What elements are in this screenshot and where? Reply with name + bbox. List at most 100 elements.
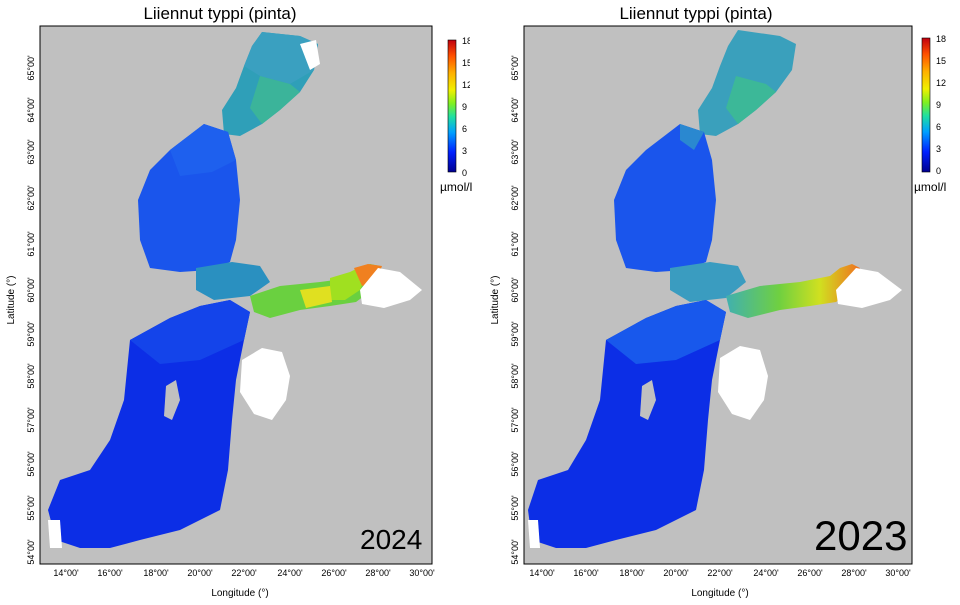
- lon-tick: 24°00': [277, 568, 303, 578]
- lon-tick: 26°00': [321, 568, 347, 578]
- colorbar-tick: 0: [936, 166, 941, 176]
- lon-tick: 20°00': [663, 568, 689, 578]
- no-data-north: [300, 40, 320, 70]
- lat-tick: 64°00': [26, 97, 36, 123]
- baltic-proper: [48, 300, 250, 548]
- aland-sea: [196, 262, 270, 300]
- colorbar: [921, 37, 931, 173]
- lon-tick: 26°00': [797, 568, 823, 578]
- year-label: 2023: [814, 512, 908, 559]
- colorbar-tick: 6: [462, 124, 467, 134]
- map-title: Liiennut typpi (pinta): [619, 4, 773, 23]
- bothnian-bay-east: [250, 76, 300, 124]
- gulf-of-finland-yellow: [300, 286, 332, 308]
- colorbar-tick: 0: [462, 168, 467, 178]
- lon-tick: 22°00': [231, 568, 257, 578]
- lon-tick: 24°00': [753, 568, 779, 578]
- no-data-area-east: [360, 268, 422, 308]
- lat-tick: 54°00': [26, 539, 36, 565]
- lat-tick: 62°00': [26, 185, 36, 211]
- no-data-south: [528, 520, 540, 548]
- bothnian-sea: [614, 124, 716, 272]
- map-panel-2024: Liiennut typpi (pinta): [0, 0, 473, 605]
- map-svg: 65°00' 64°00' 63°00' 62°00' 61°00' 60°00…: [490, 25, 946, 599]
- bothnian-sea-north: [170, 124, 236, 176]
- plot-frame: [39, 25, 433, 565]
- lat-tick: 58°00': [26, 363, 36, 389]
- y-axis-label: Latitude (°): [490, 275, 501, 324]
- lat-tick: 59°00': [510, 321, 520, 347]
- year-label: 2024: [360, 524, 423, 555]
- lat-tick: 63°00': [510, 139, 520, 165]
- lon-ticks: 14°00' 16°00' 18°00' 20°00' 22°00' 24°00…: [529, 568, 911, 578]
- lon-ticks: 14°00' 16°00' 18°00' 20°00' 22°00' 24°00…: [53, 568, 435, 578]
- x-axis-label: Longitude (°): [211, 588, 268, 599]
- lon-tick: 30°00': [885, 568, 911, 578]
- lat-tick: 63°00': [26, 139, 36, 165]
- baltic-proper: [528, 300, 726, 548]
- lat-tick: 61°00': [26, 231, 36, 257]
- lat-tick: 58°00': [510, 363, 520, 389]
- colorbar-unit: µmol/l: [440, 180, 473, 194]
- colorbar-tick: 18: [462, 36, 470, 46]
- lat-ticks: 65°00' 64°00' 63°00' 62°00' 61°00' 60°00…: [510, 55, 520, 565]
- no-data-area: [718, 346, 768, 420]
- map-title: Liiennut typpi (pinta): [143, 4, 297, 23]
- baltic-proper-north: [130, 300, 250, 364]
- lat-tick: 55°00': [510, 495, 520, 521]
- lat-tick: 56°00': [26, 451, 36, 477]
- colorbar: [447, 39, 457, 173]
- lat-tick: 55°00': [26, 495, 36, 521]
- colorbar-tick: 9: [936, 100, 941, 110]
- lon-tick: 16°00': [97, 568, 123, 578]
- colorbar-tick: 12: [936, 78, 946, 88]
- lat-tick: 57°00': [510, 407, 520, 433]
- lon-tick: 14°00': [53, 568, 79, 578]
- lat-tick: 54°00': [510, 539, 520, 565]
- y-axis-label: Latitude (°): [6, 275, 17, 324]
- lat-ticks: 65°00' 64°00' 63°00' 62°00' 61°00' 60°00…: [26, 55, 36, 565]
- baltic-proper-north: [606, 300, 726, 364]
- lon-tick: 14°00': [529, 568, 555, 578]
- lat-tick: 59°00': [26, 321, 36, 347]
- lon-tick: 30°00': [409, 568, 435, 578]
- lon-tick: 28°00': [365, 568, 391, 578]
- lon-tick: 20°00': [187, 568, 213, 578]
- lat-tick: 60°00': [510, 277, 520, 303]
- colorbar-tick: 12: [462, 80, 470, 90]
- no-data-area: [240, 348, 290, 420]
- gotland: [640, 380, 656, 420]
- colorbar-tick: 15: [462, 58, 470, 68]
- no-data-area-east: [836, 268, 902, 308]
- bothnian-bay-north: [244, 32, 318, 84]
- lat-tick: 61°00': [510, 231, 520, 257]
- lat-tick: 60°00': [26, 277, 36, 303]
- colorbar-ticks: 18 15 12 9 6 3 0: [462, 36, 470, 178]
- gotland: [164, 380, 180, 420]
- colorbar-tick: 3: [936, 144, 941, 154]
- lat-tick: 65°00': [26, 55, 36, 81]
- gulf-of-finland: [726, 264, 860, 318]
- colorbar-tick: 18: [936, 34, 946, 44]
- colorbar-tick: 6: [936, 122, 941, 132]
- colorbar-tick: 3: [462, 146, 467, 156]
- lon-tick: 18°00': [143, 568, 169, 578]
- x-axis-label: Longitude (°): [691, 588, 748, 599]
- lat-tick: 57°00': [26, 407, 36, 433]
- colorbar-tick: 9: [462, 102, 467, 112]
- lat-tick: 64°00': [510, 97, 520, 123]
- no-data-south: [48, 520, 62, 548]
- lon-tick: 18°00': [619, 568, 645, 578]
- plot-frame: [523, 25, 913, 565]
- lon-tick: 22°00': [707, 568, 733, 578]
- colorbar-ticks: 18 15 12 9 6 3 0: [936, 34, 946, 176]
- colorbar-unit: µmol/l: [914, 180, 947, 194]
- lat-tick: 56°00': [510, 451, 520, 477]
- lon-tick: 16°00': [573, 568, 599, 578]
- map-svg: 65°00' 64°00' 63°00' 62°00' 61°00' 60°00…: [6, 25, 470, 599]
- bothnian-bay-east: [726, 76, 776, 124]
- lat-tick: 62°00': [510, 185, 520, 211]
- lat-tick: 65°00': [510, 55, 520, 81]
- aland-sea: [670, 262, 746, 302]
- colorbar-tick: 15: [936, 56, 946, 66]
